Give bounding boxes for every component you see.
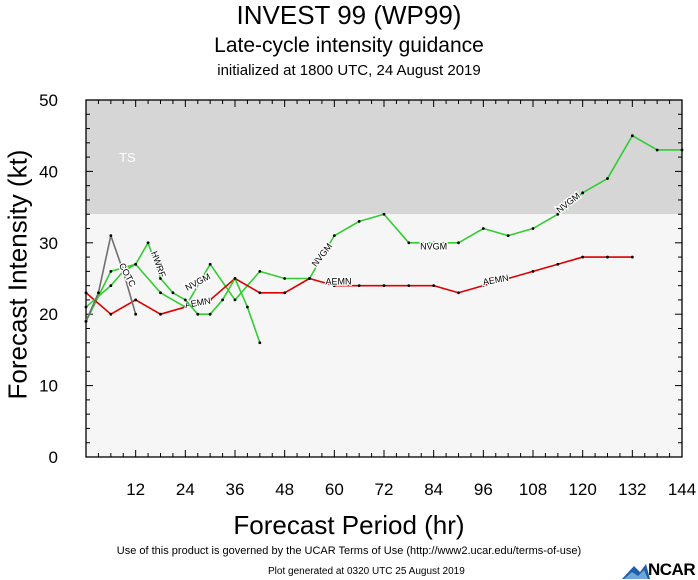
data-point-nvgm: [606, 177, 609, 180]
y-tick-label: 0: [49, 448, 58, 467]
data-point-nvgm: [159, 291, 162, 295]
data-point-aemn: [84, 291, 88, 295]
data-point-aemn: [134, 298, 138, 302]
x-tick-label: 48: [275, 480, 294, 499]
x-tick-label: 96: [474, 480, 493, 499]
y-tick-label: 30: [39, 234, 58, 253]
data-point-aemn: [283, 291, 287, 295]
data-point-hwrf: [221, 298, 224, 302]
data-point-nvgm: [556, 212, 560, 216]
x-tick-label: 120: [568, 480, 596, 499]
y-tick-label: 50: [39, 91, 58, 110]
data-point-aemn: [506, 277, 510, 280]
data-point-nvgm: [357, 219, 361, 223]
data-point-aemn: [332, 284, 336, 288]
x-axis-label: Forecast Period (hr): [233, 510, 465, 540]
data-point-aemn: [109, 312, 113, 316]
data-point-nvgm: [258, 269, 262, 273]
x-tick-label: 108: [519, 480, 547, 499]
data-point-nvgm: [382, 212, 386, 216]
data-point-hwrf: [159, 277, 162, 280]
data-point-hwrf: [246, 305, 249, 309]
data-point-aemn: [407, 284, 411, 288]
x-tick-label: 84: [424, 480, 443, 499]
data-point-hwrf: [171, 291, 175, 295]
x-tick-label: 60: [325, 480, 344, 499]
x-tick-label: 24: [176, 480, 195, 499]
data-point-aemn: [581, 255, 585, 259]
chart-subtitle: Late-cycle intensity guidance: [214, 34, 484, 57]
data-point-hwrf: [258, 341, 262, 345]
data-point-aemn: [183, 305, 187, 309]
x-tick-label: 72: [375, 480, 394, 499]
data-point-nvgm: [457, 241, 460, 245]
data-point-nvgm: [233, 298, 237, 302]
x-tick-label: 132: [618, 480, 646, 499]
data-point-nvgm: [531, 227, 535, 230]
data-point-nvgm: [481, 227, 485, 230]
y-tick-label: 10: [39, 377, 58, 396]
generated-time: Plot generated at 0320 UTC 25 August 201…: [268, 566, 465, 577]
data-point-aemn: [457, 291, 460, 295]
data-point-cotc: [97, 291, 100, 295]
x-tick-label: 144: [668, 480, 696, 499]
y-tick-label: 40: [39, 162, 58, 181]
data-point-cotc: [109, 234, 113, 238]
data-point-hwrf: [146, 241, 150, 245]
y-axis-label: Forecast Intensity (kt): [2, 149, 33, 400]
data-point-hwrf: [109, 284, 113, 288]
data-point-aemn: [630, 255, 634, 259]
data-point-aemn: [556, 262, 560, 266]
data-point-nvgm: [506, 234, 510, 238]
data-point-nvgm: [407, 241, 411, 245]
data-point-aemn: [159, 312, 162, 316]
data-point-hwrf: [84, 305, 88, 309]
data-point-hwrf: [208, 312, 212, 316]
data-point-cotc: [134, 312, 138, 316]
data-point-cotc: [121, 269, 125, 273]
data-point-aemn: [481, 284, 485, 288]
ncar-logo-text: NCAR: [648, 560, 696, 579]
data-point-nvgm: [283, 277, 287, 280]
data-point-aemn: [208, 298, 212, 302]
series-label-aemn: AEMN: [325, 276, 351, 286]
intensity-band-below-ts: [86, 214, 682, 457]
band-label-ts: TS: [119, 150, 136, 165]
data-point-nvgm: [208, 262, 212, 266]
data-point-nvgm: [680, 148, 684, 152]
y-tick-label: 20: [39, 305, 58, 324]
data-point-hwrf: [134, 262, 138, 266]
data-point-hwrf: [233, 277, 237, 280]
chart-title: INVEST 99 (WP99): [236, 0, 462, 30]
data-point-nvgm: [109, 269, 113, 273]
data-point-nvgm: [630, 134, 634, 138]
data-point-aemn: [432, 284, 436, 288]
data-point-nvgm: [581, 191, 585, 195]
data-point-aemn: [357, 284, 361, 288]
data-point-hwrf: [183, 298, 187, 302]
terms-of-use-text: Use of this product is governed by the U…: [116, 545, 582, 557]
series-label-nvgm: NVGM: [420, 241, 447, 251]
data-point-nvgm: [332, 234, 336, 238]
data-point-nvgm: [655, 148, 659, 152]
data-point-hwrf: [196, 312, 200, 316]
x-tick-label: 36: [226, 480, 245, 499]
x-tick-label: 12: [126, 480, 145, 499]
series-line-hwrf: [85, 242, 261, 344]
data-point-aemn: [606, 255, 609, 259]
data-point-aemn: [531, 269, 535, 273]
data-point-aemn: [258, 291, 262, 295]
data-point-aemn: [382, 284, 386, 288]
data-point-nvgm: [432, 241, 436, 245]
ncar-logo-icon: [622, 564, 650, 579]
data-point-cotc: [84, 319, 88, 323]
data-point-aemn: [308, 277, 311, 280]
intensity-band-ts: [86, 100, 682, 215]
initialized-time: initialized at 1800 UTC, 24 August 2019: [217, 62, 481, 79]
